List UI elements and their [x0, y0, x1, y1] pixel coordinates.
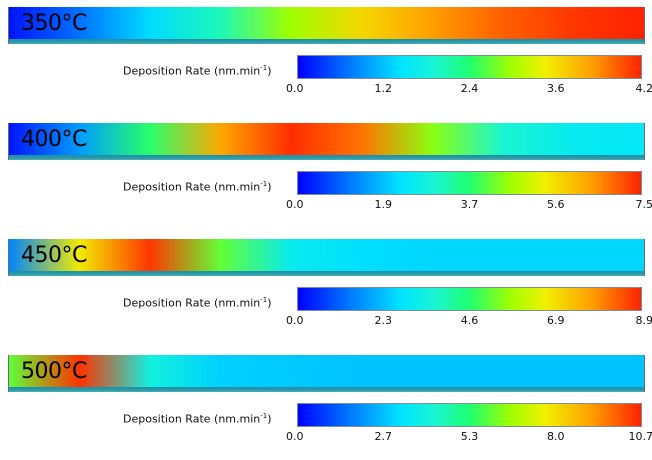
deposition-panel: 450°C Deposition Rate (nm.min-1) 0.0 2.3 4.6…	[0, 234, 652, 344]
colorbar	[297, 171, 642, 195]
colorbar-title-exponent: -1	[260, 180, 268, 188]
deposition-rate-field	[9, 355, 644, 392]
colorbar-tick-label: 2.3	[374, 314, 393, 327]
colorbar-tick-label: 10.7	[628, 430, 652, 443]
colorbar	[297, 403, 642, 427]
colorbar-tick-label: 1.2	[374, 82, 393, 95]
colorbar-tick-label: 3.6	[547, 82, 565, 95]
deposition-panel: 500°C Deposition Rate (nm.min-1) 0.0 2.7 5.3…	[0, 350, 652, 460]
colorbar-title-exponent: -1	[260, 412, 268, 420]
deposition-contour-map: 450°C	[8, 239, 645, 276]
colorbar-tick-label: 5.6	[547, 198, 565, 211]
colorbar-title-close: )	[267, 296, 272, 310]
colorbar-tick-label: 3.7	[460, 198, 479, 211]
colorbar	[297, 55, 642, 79]
colorbar-tick-label: 4.6	[460, 314, 479, 327]
colorbar-tick-label: 0.0	[286, 198, 304, 211]
colorbar-title-text: Deposition Rate (nm.min	[123, 296, 261, 310]
temperature-label: 400°C	[21, 127, 87, 152]
reactor-wall-strip	[9, 271, 644, 276]
temperature-label: 350°C	[21, 11, 87, 36]
colorbar-tick-label: 4.2	[635, 82, 652, 95]
colorbar-title-text: Deposition Rate (nm.min	[123, 180, 261, 194]
deposition-rate-field	[9, 123, 644, 160]
reactor-wall-strip	[9, 39, 644, 44]
colorbar-tick-label: 0.0	[286, 430, 304, 443]
colorbar-tick-label: 7.5	[635, 198, 652, 211]
colorbar-tick-label: 2.4	[460, 82, 479, 95]
colorbar-title-text: Deposition Rate (nm.min	[123, 412, 261, 426]
colorbar-tick-label: 0.0	[286, 82, 304, 95]
colorbar-title-text: Deposition Rate (nm.min	[123, 64, 261, 78]
deposition-contour-map: 350°C	[8, 7, 645, 44]
reactor-wall-strip	[9, 155, 644, 160]
deposition-panel: 400°C Deposition Rate (nm.min-1) 0.0 1.9 3.7…	[0, 118, 652, 228]
deposition-rate-figure: 350°C Deposition Rate (nm.min-1) 0.0 1.2 2.4…	[0, 2, 652, 443]
deposition-panel: 350°C Deposition Rate (nm.min-1) 0.0 1.2 2.4…	[0, 2, 652, 112]
colorbar-title-close: )	[267, 180, 272, 194]
colorbar-title: Deposition Rate (nm.min-1)	[123, 176, 293, 194]
deposition-rate-field	[9, 7, 644, 44]
colorbar-tick-label: 6.9	[547, 314, 565, 327]
colorbar	[297, 287, 642, 311]
colorbar-tick-label: 8.0	[547, 430, 565, 443]
colorbar-tick-label: 0.0	[286, 314, 304, 327]
colorbar-title-close: )	[267, 412, 272, 426]
colorbar-tick-label: 2.7	[374, 430, 393, 443]
deposition-contour-map: 500°C	[8, 355, 645, 392]
colorbar-title: Deposition Rate (nm.min-1)	[123, 408, 293, 426]
colorbar-tick-label: 1.9	[374, 198, 393, 211]
colorbar-title-exponent: -1	[260, 296, 268, 304]
deposition-rate-field	[9, 239, 644, 276]
temperature-label: 450°C	[21, 243, 87, 268]
colorbar-tick-label: 5.3	[460, 430, 479, 443]
colorbar-tick-label: 8.9	[635, 314, 652, 327]
temperature-label: 500°C	[21, 359, 87, 384]
colorbar-title: Deposition Rate (nm.min-1)	[123, 60, 293, 78]
colorbar-title-close: )	[267, 64, 272, 78]
reactor-wall-strip	[9, 387, 644, 392]
colorbar-title-exponent: -1	[260, 64, 268, 72]
deposition-contour-map: 400°C	[8, 123, 645, 160]
colorbar-title: Deposition Rate (nm.min-1)	[123, 292, 293, 310]
